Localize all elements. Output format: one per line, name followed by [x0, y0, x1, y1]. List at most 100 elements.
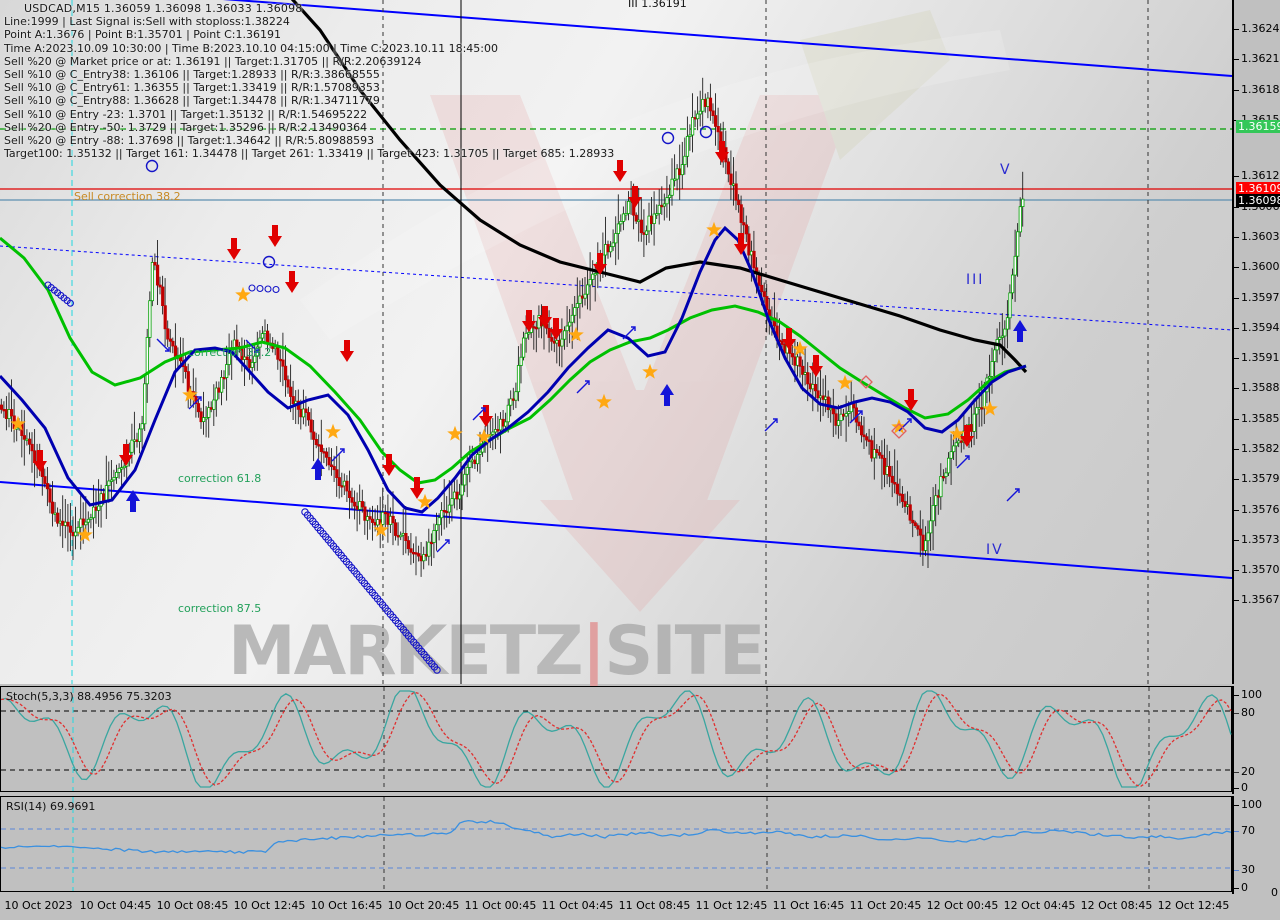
day-separators	[382, 0, 1149, 684]
time-tick-label: 10 Oct 08:45	[156, 899, 229, 912]
price-tick: 1.35795	[1234, 473, 1280, 485]
chart-info-block: USDCAD,M15 1.36059 1.36098 1.36033 1.360…	[4, 2, 614, 160]
time-tick-label: 10 Oct 16:45	[310, 899, 383, 912]
price-tick-label: 1.35975	[1241, 291, 1280, 304]
price-tick: 1.36035	[1234, 231, 1280, 243]
price-tick: 1.36005	[1234, 261, 1280, 273]
price-tick-label: 1.36245	[1241, 22, 1280, 35]
price-tick: 1.35885	[1234, 382, 1280, 394]
annotation-correction-61: correction 61.8	[178, 472, 262, 485]
price-tick: 1.36215	[1234, 53, 1280, 65]
annotation-correction-87: correction 87.5	[178, 602, 262, 615]
info-line-3: Sell %20 @ Market price or at: 1.36191 |…	[4, 54, 422, 68]
info-line-10: Target100: 1.35132 || Target 161: 1.3447…	[4, 147, 615, 161]
rsi-pane[interactable]: RSI(14) 69.9691	[0, 796, 1232, 892]
info-line-1: Point A:1.3676 | Point B:1.35701 | Point…	[4, 28, 281, 42]
price-tick: 1.35975	[1234, 292, 1280, 304]
price-tick: 1.35765	[1234, 504, 1280, 516]
rsi-label: RSI(14) 69.9691	[6, 800, 96, 813]
rsi-svg	[0, 797, 1232, 891]
stoch-main-line	[0, 690, 1232, 788]
time-axis[interactable]: 10 Oct 2023 10 Oct 04:45 10 Oct 08:45 10 Oc…	[0, 886, 1280, 920]
time-tick-label: 12 Oct 12:45	[1157, 899, 1230, 912]
price-tick: 1.35705	[1234, 564, 1280, 576]
price-tick-label: 1.35825	[1241, 442, 1280, 455]
price-chart-pane[interactable]: MARKETZ|SITE	[0, 0, 1233, 691]
logo-backdrop	[430, 10, 950, 612]
time-tick-label: 10 Oct 04:45	[79, 899, 152, 912]
rsi-tick-30: 30	[1241, 863, 1255, 876]
stoch-signal-line	[0, 691, 1232, 788]
price-tick-label: 1.35795	[1241, 472, 1280, 485]
annotation-correction-38: correction 38.2	[188, 346, 272, 359]
axis-zero-label: 0	[1271, 886, 1278, 899]
time-tick-label: 12 Oct 00:45	[926, 899, 999, 912]
time-tick-label: 12 Oct 04:45	[1003, 899, 1076, 912]
stoch-background	[1, 687, 1231, 791]
rsi-background	[1, 797, 1231, 891]
time-tick-label: 11 Oct 20:45	[849, 899, 922, 912]
annotation-wave-iii: III	[966, 272, 985, 288]
signal-markers	[10, 125, 1027, 553]
price-tick: 1.36125	[1234, 170, 1280, 182]
price-tick-label: 1.35675	[1241, 593, 1280, 606]
time-tick-label: 10 Oct 12:45	[233, 899, 306, 912]
info-line-9: Sell %20 @ Entry -88: 1.37698 || Target:…	[4, 134, 375, 148]
price-chart-svg	[0, 0, 1233, 684]
price-tick-label: 1.36125	[1241, 169, 1280, 182]
stoch-axis: 100 80 20 0	[1232, 686, 1280, 794]
rsi-axis: 100 70 30 0	[1232, 796, 1280, 894]
price-tick-label: 1.36005	[1241, 260, 1280, 273]
annotation-wave-three-price: III 1.36191	[628, 0, 687, 10]
stoch-tick-80: 80	[1241, 706, 1255, 719]
channel-midline	[0, 245, 1233, 331]
rsi-tick-0: 0	[1241, 881, 1248, 894]
rsi-line	[0, 819, 1232, 854]
price-tick-label: 1.35885	[1241, 381, 1280, 394]
stoch-svg	[0, 687, 1232, 791]
trend-channel	[0, 0, 1233, 579]
ma-blue-line	[0, 225, 1027, 514]
stochastic-pane[interactable]: Stoch(5,3,3) 88.4956 75.3203	[0, 686, 1232, 792]
rsi-tick-100: 100	[1241, 798, 1262, 811]
price-tick-label: 1.36215	[1241, 52, 1280, 65]
price-tick: 1.35735	[1234, 534, 1280, 546]
rsi-day-separators	[383, 797, 1150, 891]
info-line-6: Sell %10 @ C_Entry88: 1.36628 || Target:…	[4, 94, 380, 108]
price-tick-label: 1.35765	[1241, 503, 1280, 516]
price-tick: 1.35825	[1234, 443, 1280, 455]
rsi-tick-70: 70	[1241, 824, 1255, 837]
watermark-part2: Z	[534, 612, 583, 691]
price-tick-label: 1.36185	[1241, 83, 1280, 96]
broker-watermark: MARKETZ|SITE	[228, 612, 1048, 691]
time-tick-label: 10 Oct 20:45	[387, 899, 460, 912]
price-tick-label: 1.36035	[1241, 230, 1280, 243]
info-line-2: Time A:2023.10.09 10:30:00 | Time B:2023…	[4, 41, 498, 55]
info-line-7: Sell %10 @ Entry -23: 1.3701 || Target:1…	[4, 107, 368, 121]
price-tick: 1.36185	[1234, 84, 1280, 96]
info-line-5: Sell %10 @ C_Entry61: 1.36355 || Target:…	[4, 81, 380, 95]
time-tick-label: 11 Oct 16:45	[772, 899, 845, 912]
annotation-wave-v: V	[1000, 162, 1012, 178]
watermark-part3: SITE	[604, 612, 765, 691]
info-line-4: Sell %10 @ C_Entry38: 1.36106 || Target:…	[4, 68, 380, 82]
time-tick-label: 11 Oct 08:45	[618, 899, 691, 912]
price-tick: 1.35675	[1234, 594, 1280, 606]
info-line-8: Sell %20 @ Entry -50: 1.3729 || Target:1…	[4, 120, 368, 134]
stoch-day-separators	[383, 687, 1150, 791]
logo-swoosh	[300, 30, 1010, 340]
price-axis[interactable]: 1.362451.362151.361851.361551.361251.360…	[1232, 0, 1280, 684]
chart-background	[0, 0, 1232, 684]
ma-black-line	[290, 0, 1028, 374]
parabolic-sar-dots	[44, 281, 441, 674]
price-tick: 1.35945	[1234, 322, 1280, 334]
price-tick-label: 1.35705	[1241, 563, 1280, 576]
time-tick-label: 11 Oct 04:45	[541, 899, 614, 912]
time-tick-label: 11 Oct 12:45	[695, 899, 768, 912]
stoch-tick-0: 0	[1241, 781, 1248, 794]
price-tag-bid: 1.36098	[1236, 194, 1280, 207]
price-tick-label: 1.35735	[1241, 533, 1280, 546]
time-tick-label: 11 Oct 00:45	[464, 899, 537, 912]
annotation-sell-correction: Sell correction 38.2	[74, 190, 181, 203]
